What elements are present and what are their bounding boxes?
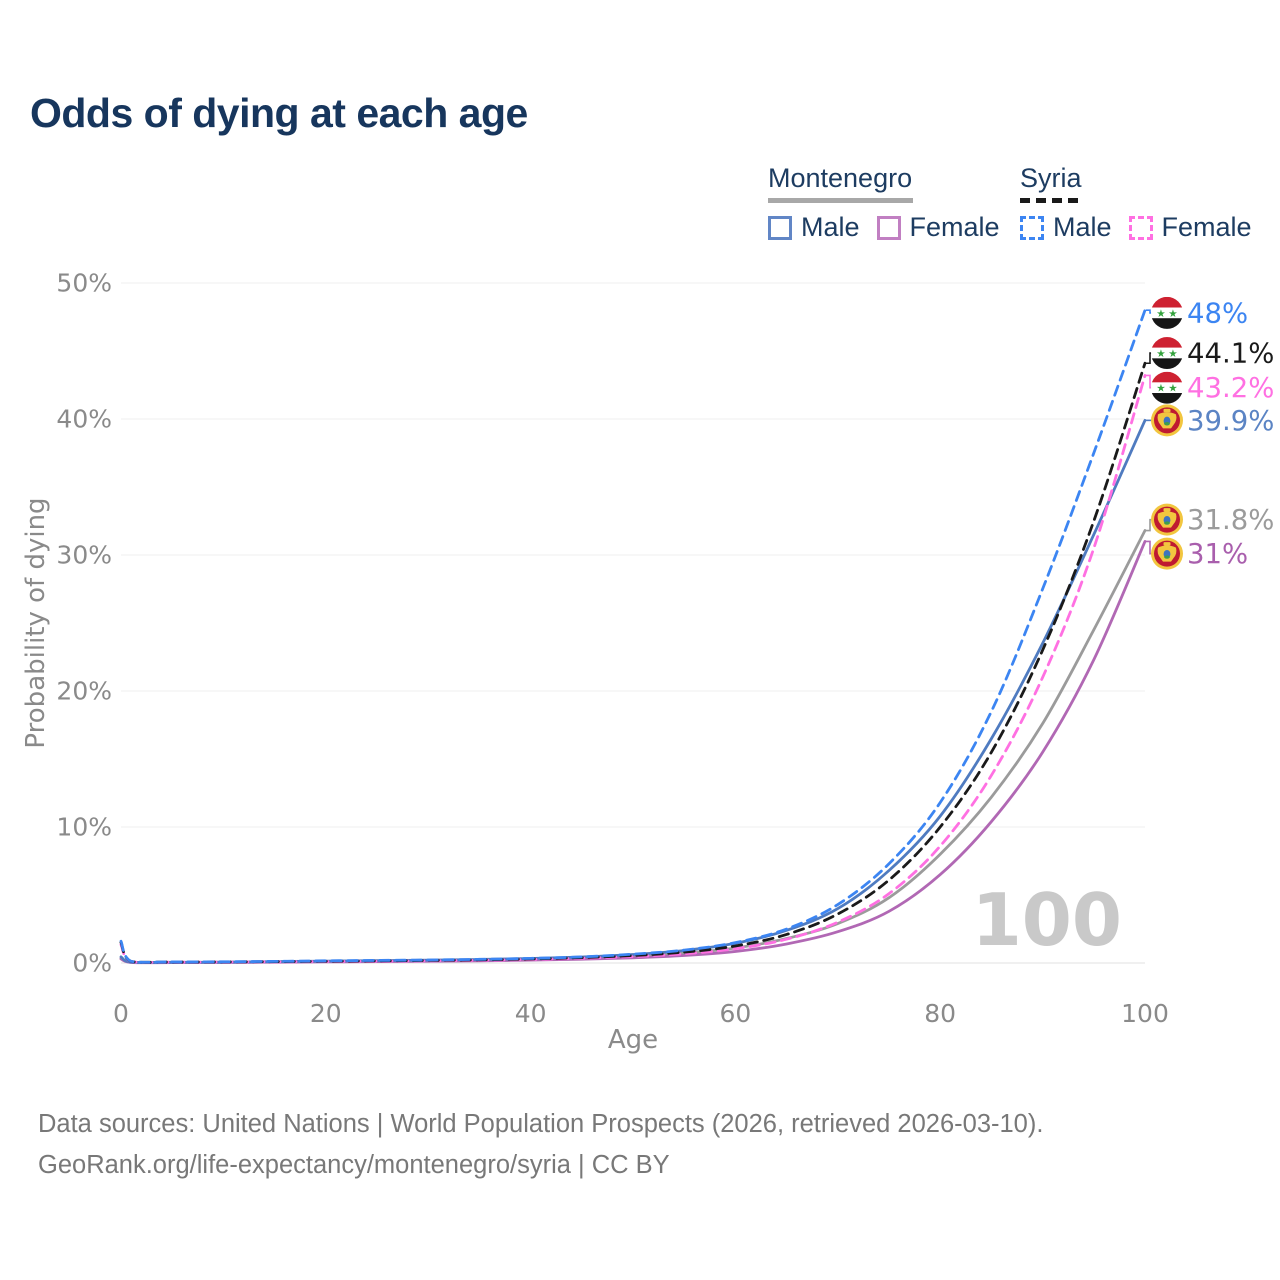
end-label-syria-female: 43.2% [1187,372,1274,404]
x-tick-label: 0 [113,999,129,1028]
legend-label-montenegro-female: Female [909,212,1000,242]
axes: 0 20 40 60 80 100 Age Probability of dying [21,497,1169,1055]
data-sources-text: Data sources: United Nations | World Pop… [38,1110,1044,1138]
syria-flag-icon: ★ ★ [1151,296,1183,329]
legend-swatch-syria-female [1128,215,1153,240]
series-line-syria-female [119,374,1147,964]
legend-group-montenegro: Montenegro Male Female [768,163,1000,243]
svg-text:★: ★ [1156,308,1165,320]
chart-canvas[interactable]: 0% 10% 20% 30% 40% 50% 0 20 40 60 80 100 Age Probabil… [0,0,1280,1070]
y-tick-label: 20% [56,677,112,706]
legend-group-title-montenegro[interactable]: Montenegro [768,163,913,193]
end-label-montenegro-male: 39.9% [1187,405,1274,437]
chart-title: Odds of dying at each age [30,90,528,136]
y-axis-title: Probability of dying [21,497,51,748]
end-label-syria-total: 44.1% [1187,338,1274,370]
svg-text:★: ★ [1156,383,1165,395]
x-tick-label: 80 [924,999,956,1028]
series-lines [119,308,1147,965]
montenegro-flag-icon [1151,404,1183,437]
legend-item-montenegro-female[interactable]: Female [876,212,1000,243]
x-tick-label: 40 [515,999,547,1028]
y-tick-label: 30% [56,541,112,570]
gridlines: 0% 10% 20% 30% 40% 50% [56,269,1145,978]
syria-flag-icon: ★ ★ [1151,337,1183,370]
y-tick-label: 0% [72,949,112,978]
legend-group-syria: Syria Male Female [1020,163,1252,243]
x-tick-label: 20 [310,999,342,1028]
y-tick-label: 50% [56,269,112,298]
x-tick-label: 100 [1121,999,1169,1028]
end-label-syria-male: 48% [1187,297,1248,329]
svg-text:★: ★ [1168,348,1177,360]
x-tick-label: 60 [719,999,751,1028]
legend-group-title-syria[interactable]: Syria [1020,163,1082,193]
series-line-syria-total [119,361,1147,964]
x-axis-title: Age [608,1025,658,1055]
legend-label-syria-female: Female [1161,212,1252,242]
legend-underline-solid [768,198,913,203]
legend-swatch-syria-male [1020,215,1044,240]
series-line-syria-male [119,308,1147,964]
end-label-montenegro-female: 31% [1187,538,1248,570]
svg-text:★: ★ [1156,348,1165,360]
syria-flag-icon: ★ ★ [1151,371,1183,404]
end-label-montenegro-total: 31.8% [1187,504,1274,536]
legend-item-syria-female[interactable]: Female [1128,212,1252,243]
svg-text:★: ★ [1168,383,1177,395]
y-tick-label: 40% [56,405,112,434]
legend-item-syria-male[interactable]: Male [1020,212,1112,243]
hover-age-watermark: 100 [972,878,1122,962]
end-labels: 31.8%31%39.9%★ ★ 43.2%★ ★ 44.1%★ ★ 48% [1146,296,1274,570]
y-tick-label: 10% [56,813,112,842]
montenegro-flag-icon [1151,503,1183,536]
footer: Data sources: United Nations | World Pop… [38,1104,1043,1186]
attribution-text: GeoRank.org/life-expectancy/montenegro/s… [38,1151,670,1179]
legend-label-syria-male: Male [1053,212,1112,242]
montenegro-flag-icon [1151,537,1183,570]
legend-swatch-montenegro-male [768,215,792,240]
legend-underline-dashed [1020,198,1078,203]
svg-text:★: ★ [1168,308,1177,320]
legend-item-montenegro-male[interactable]: Male [768,212,860,243]
legend-swatch-montenegro-female [876,215,901,240]
legend-label-montenegro-male: Male [801,212,860,242]
